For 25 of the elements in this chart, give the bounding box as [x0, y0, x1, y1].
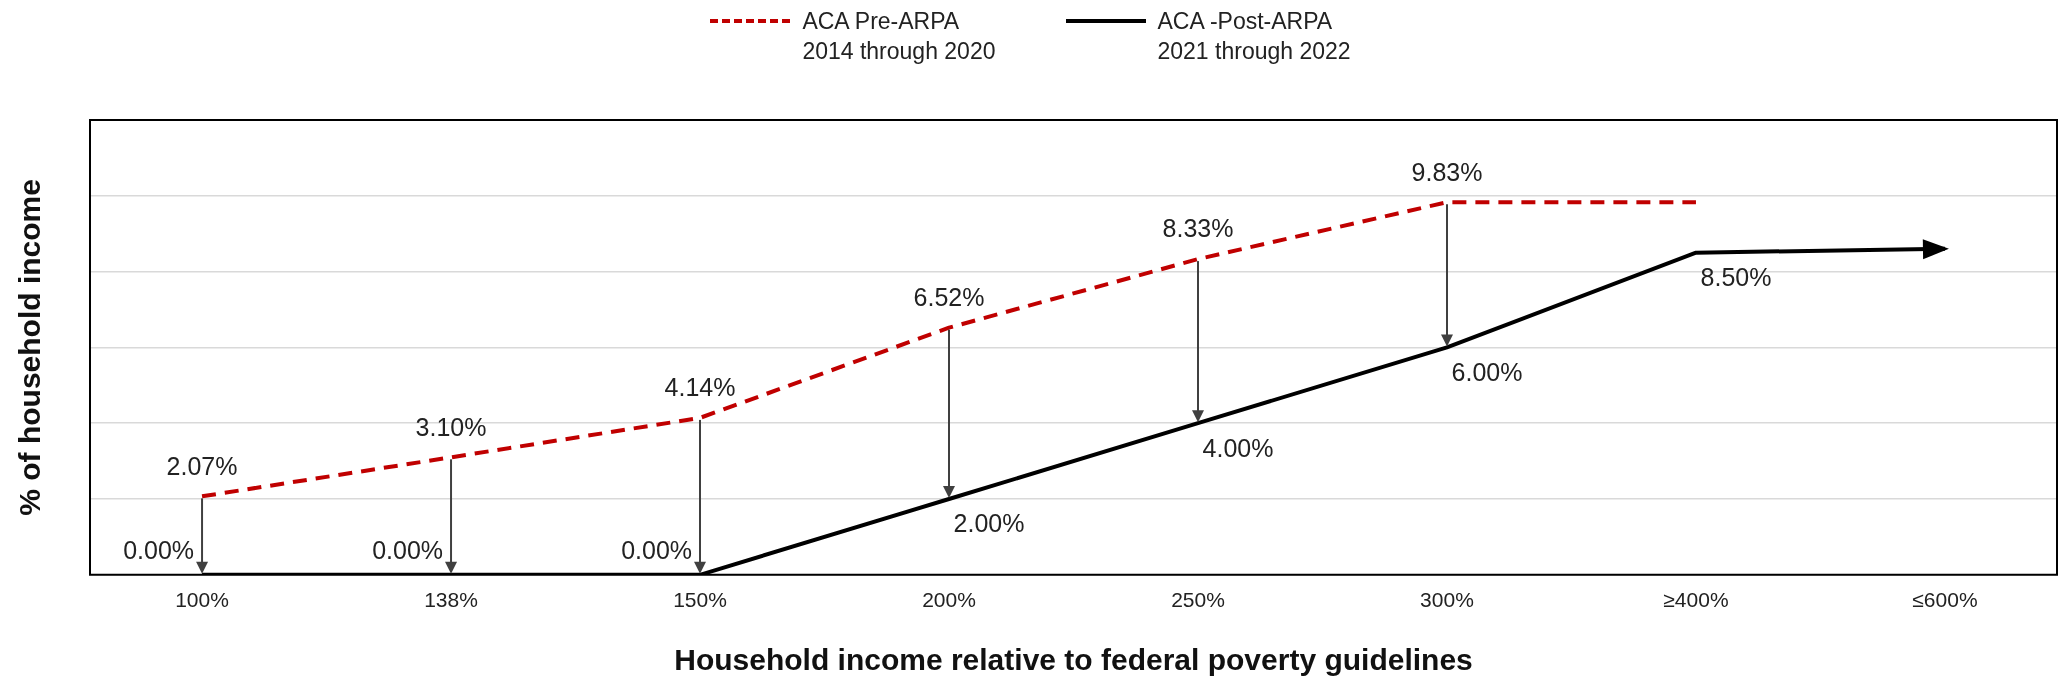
data-label: 4.14%: [664, 373, 736, 402]
x-tick-label: 150%: [673, 588, 727, 612]
data-label: 3.10%: [415, 412, 487, 441]
data-label: 4.00%: [1202, 433, 1274, 462]
legend-label: ACA -Post-ARPA 2021 through 2022: [1157, 7, 1351, 66]
data-label: 6.00%: [1451, 357, 1523, 386]
x-tick-label: 200%: [922, 588, 976, 612]
data-label: 2.07%: [166, 451, 238, 480]
x-tick-label: ≥400%: [1663, 588, 1729, 612]
y-axis-title: % of household income: [13, 179, 47, 516]
x-tick-label: 250%: [1171, 588, 1225, 612]
x-tick-label: 100%: [175, 588, 229, 612]
x-tick-label: ≤600%: [1912, 588, 1978, 612]
data-label: 2.00%: [953, 509, 1025, 538]
x-tick-label: 138%: [424, 588, 478, 612]
x-tick-label: 300%: [1420, 588, 1474, 612]
data-label: 9.83%: [1411, 157, 1483, 186]
data-label: 8.50%: [1700, 263, 1772, 292]
x-axis-title: Household income relative to federal poverty guidelines: [674, 643, 1473, 677]
data-label: 8.33%: [1162, 214, 1234, 243]
data-label: 0.00%: [123, 536, 195, 565]
data-label: 0.00%: [621, 536, 693, 565]
data-label: 0.00%: [372, 536, 444, 565]
legend-label: ACA Pre-ARPA 2014 through 2020: [802, 7, 996, 66]
data-label: 6.52%: [913, 283, 985, 312]
